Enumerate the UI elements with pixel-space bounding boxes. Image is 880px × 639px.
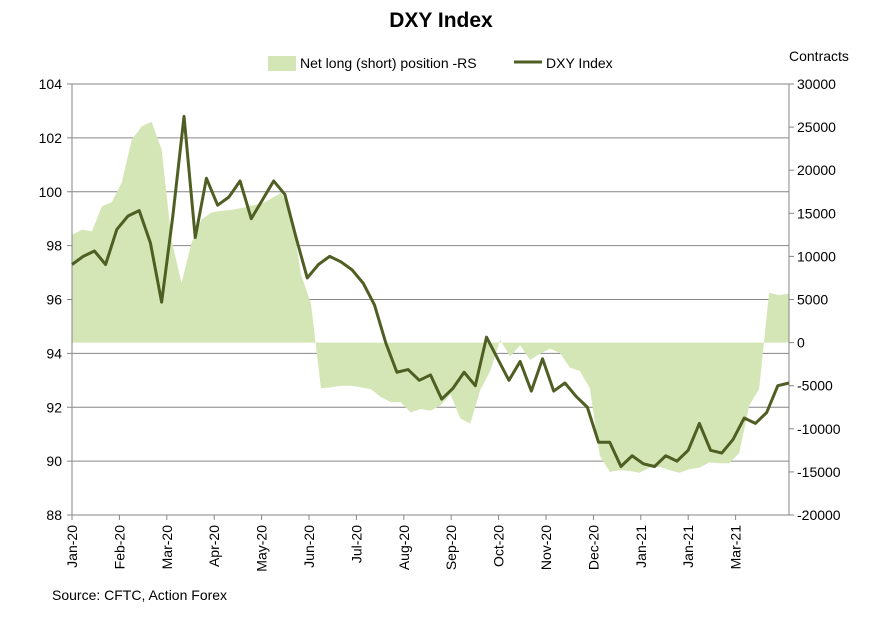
x-tick-label: Jun-20 bbox=[301, 525, 317, 568]
net-position-area bbox=[72, 121, 789, 473]
x-tick-label: Mar-21 bbox=[728, 525, 744, 570]
left-tick-label: 90 bbox=[46, 453, 62, 469]
right-tick-label: 10000 bbox=[797, 248, 836, 264]
left-tick-label: 104 bbox=[39, 76, 63, 92]
x-tick-label: Jul-20 bbox=[348, 525, 364, 563]
legend-area-label: Net long (short) position -RS bbox=[300, 55, 477, 71]
left-tick-label: 100 bbox=[39, 184, 63, 200]
right-axis-ticks: -20000 -15000 -10000 -5000 0 5000 10000 15000 20… bbox=[797, 76, 841, 523]
left-tick-label: 92 bbox=[46, 399, 62, 415]
right-tick-label: 5000 bbox=[797, 292, 828, 308]
left-axis-ticks: 88 90 92 94 96 98 100 102 104 bbox=[39, 76, 63, 523]
x-tick-label: Apr-20 bbox=[206, 525, 222, 567]
right-tick-label: -10000 bbox=[797, 421, 841, 437]
right-tick-label: 20000 bbox=[797, 162, 836, 178]
right-tick-label: -5000 bbox=[797, 378, 833, 394]
right-tick-label: -15000 bbox=[797, 464, 841, 480]
x-tick-label: Feb-20 bbox=[111, 525, 127, 570]
right-tick-label: 0 bbox=[797, 335, 805, 351]
x-tick-label: Oct-20 bbox=[491, 525, 507, 567]
x-axis-ticks: Jan-20 Feb-20 Mar-20 Apr-20 May-20 Jun-20 Jul-… bbox=[64, 525, 744, 572]
axes bbox=[67, 83, 794, 520]
x-tick-label: Aug-20 bbox=[396, 525, 412, 570]
right-tick-label: 30000 bbox=[797, 76, 836, 92]
x-tick-label: May-20 bbox=[254, 525, 270, 572]
right-tick-label: -20000 bbox=[797, 507, 841, 523]
right-tick-label: 25000 bbox=[797, 119, 836, 135]
left-tick-label: 96 bbox=[46, 292, 62, 308]
x-tick-label: Mar-20 bbox=[159, 525, 175, 570]
right-tick-label: 15000 bbox=[797, 205, 836, 221]
x-tick-label: Dec-20 bbox=[585, 525, 601, 570]
legend-line-label: DXY Index bbox=[546, 55, 613, 71]
x-tick-label: Jan-21 bbox=[633, 525, 649, 568]
legend: Net long (short) position -RS DXY Index bbox=[268, 55, 613, 71]
x-tick-label: Sep-20 bbox=[443, 525, 459, 570]
left-tick-label: 94 bbox=[46, 345, 62, 361]
left-tick-label: 102 bbox=[39, 130, 63, 146]
x-tick-label: Jan-21 bbox=[680, 525, 696, 568]
right-axis-title: Contracts bbox=[789, 48, 849, 64]
dxy-line-layer bbox=[71, 114, 790, 469]
legend-area-swatch bbox=[268, 56, 296, 71]
chart-title: DXY Index bbox=[389, 9, 493, 32]
left-tick-label: 98 bbox=[46, 238, 62, 254]
left-tick-label: 88 bbox=[46, 507, 62, 523]
net-position-area-layer bbox=[72, 121, 789, 473]
source-note: Source: CFTC, Action Forex bbox=[52, 587, 227, 603]
x-tick-label: Jan-20 bbox=[64, 525, 80, 568]
x-tick-label: Nov-20 bbox=[538, 525, 554, 570]
